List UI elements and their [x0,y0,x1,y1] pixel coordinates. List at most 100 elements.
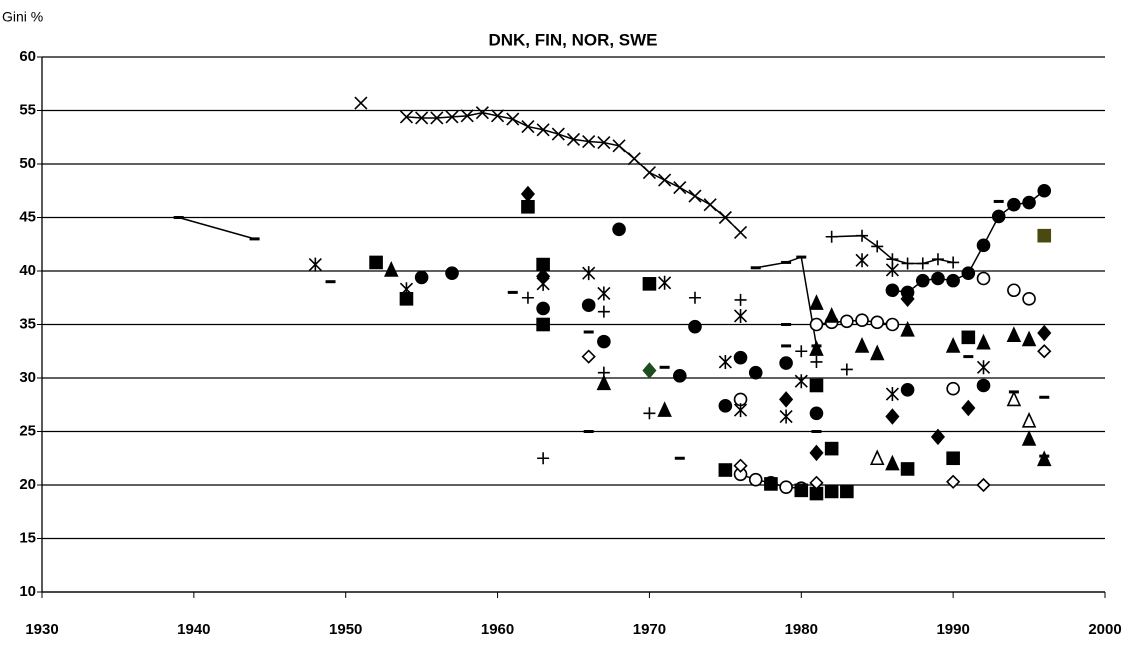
marker [1006,326,1022,342]
marker [733,403,748,418]
marker [536,317,550,332]
marker [415,111,429,125]
marker [900,290,915,308]
marker [582,266,596,281]
marker [824,484,839,499]
marker [430,111,444,125]
marker [566,132,581,146]
marker [506,112,520,126]
marker [1021,330,1037,347]
marker [384,261,399,277]
marker [1037,228,1052,243]
marker [885,262,899,277]
marker [688,189,702,203]
marker [779,391,794,408]
marker [718,210,732,225]
marker [946,474,961,489]
marker [1037,344,1052,359]
marker [521,119,535,134]
marker [612,139,626,153]
marker [961,399,976,417]
marker [582,134,596,149]
marker [1021,430,1037,446]
marker [900,320,915,337]
marker [1037,450,1052,467]
marker [855,253,869,268]
marker [809,340,824,356]
marker [961,330,976,345]
marker [840,484,854,499]
marker [354,96,368,110]
marker [1006,390,1022,407]
marker [733,458,748,473]
marker [399,282,414,297]
marker [779,356,793,370]
x-tick-label: 1950 [329,621,362,638]
marker [809,317,824,332]
marker [596,374,612,391]
marker [976,333,991,350]
marker [885,317,900,332]
marker [643,407,656,420]
marker [779,480,793,494]
marker [1022,195,1036,210]
marker [945,336,961,353]
marker [399,110,414,124]
x-tick-label: 1930 [25,621,58,638]
marker [855,313,869,328]
marker [824,307,839,323]
x-tick-label: 1960 [481,621,514,638]
marker [795,345,808,358]
marker [810,355,823,368]
y-tick-label: 25 [19,422,36,439]
marker [901,257,914,270]
marker [809,294,824,310]
marker [308,257,322,272]
marker [597,136,611,150]
marker [976,378,991,393]
y-tick-label: 20 [19,476,36,493]
series-line [178,216,818,347]
marker [627,152,641,166]
marker [460,109,474,123]
marker [794,374,808,389]
marker [947,256,960,269]
marker [748,365,763,380]
marker [869,449,885,466]
marker [536,301,550,316]
y-tick-label: 50 [19,155,36,172]
x-tick-label: 1990 [936,621,969,638]
marker [809,475,824,490]
marker [900,382,915,397]
marker [369,255,383,270]
marker [825,230,838,243]
marker [445,266,459,280]
marker [915,273,930,288]
marker [551,127,565,141]
x-tick-label: 1940 [177,621,210,638]
marker [885,387,899,402]
marker [961,266,976,280]
marker [856,229,869,242]
marker [976,238,991,253]
marker [718,463,733,477]
marker [673,180,687,195]
marker [581,298,596,313]
marker [475,106,489,120]
marker [840,363,853,376]
marker [870,315,885,330]
marker [854,336,870,353]
marker [445,110,459,124]
marker [581,349,596,364]
marker [794,483,809,498]
marker [536,276,550,291]
marker [976,360,991,375]
marker [612,222,626,237]
y-tick-label: 30 [19,369,36,386]
marker [688,319,702,334]
marker [733,225,748,240]
marker [900,462,915,476]
marker [1037,183,1052,198]
marker [491,109,505,123]
